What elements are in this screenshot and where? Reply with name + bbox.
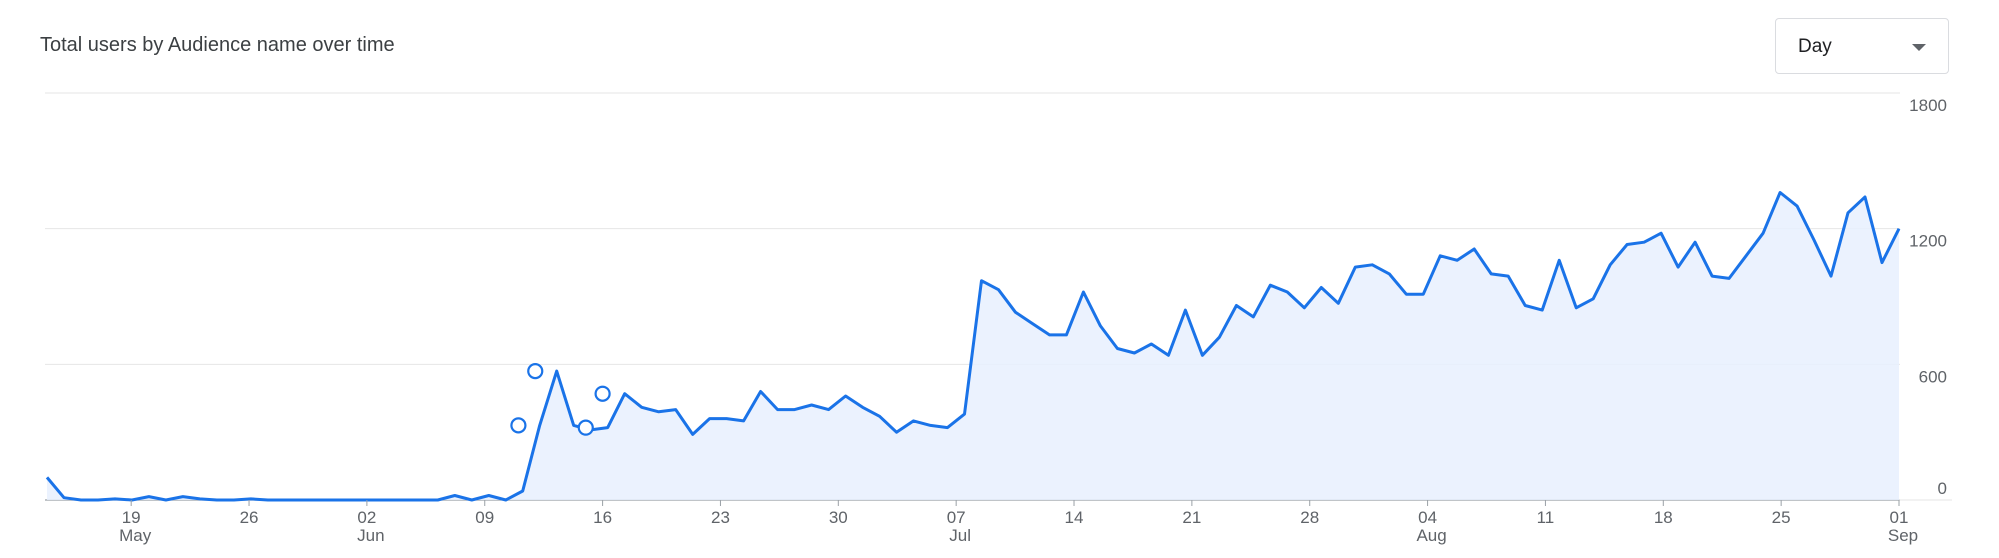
x-tick-label: 04: [1418, 508, 1437, 527]
y-tick-label: 0: [1938, 479, 1947, 498]
x-tick-label: 01: [1890, 508, 1909, 527]
x-tick-month-label: May: [119, 526, 152, 545]
data-point-marker: [594, 385, 611, 402]
x-tick-label: 11: [1537, 508, 1555, 527]
x-tick-label: 25: [1772, 508, 1791, 527]
x-tick-label: 02: [357, 508, 376, 527]
data-point-marker: [510, 417, 527, 434]
series-line: [45, 191, 1901, 502]
x-tick-label: 21: [1182, 508, 1201, 527]
period-dropdown[interactable]: Day: [1775, 18, 1949, 74]
x-tick-label: 07: [947, 508, 966, 527]
x-tick-label: 19: [122, 508, 141, 527]
point-markers: [510, 363, 611, 436]
y-tick-label: 1800: [1909, 96, 1947, 115]
x-tick-month-label: Jun: [357, 526, 384, 545]
x-tick-label: 18: [1654, 508, 1673, 527]
chevron-down-icon: [1912, 44, 1926, 51]
x-tick-label: 30: [829, 508, 848, 527]
area-fill: [47, 192, 1899, 500]
y-axis: 0 600 1200 1800: [1909, 96, 1947, 498]
x-tick-label: 26: [240, 508, 259, 527]
x-tick-label: 16: [593, 508, 612, 527]
y-tick-label: 600: [1919, 367, 1947, 386]
chart-title: Total users by Audience name over time: [40, 34, 395, 56]
data-point-marker: [527, 363, 544, 380]
x-tick-month-label: Jul: [949, 526, 971, 545]
data-point-marker: [577, 419, 594, 436]
x-tick-month-label: Aug: [1416, 526, 1446, 545]
y-tick-label: 1200: [1909, 232, 1947, 251]
x-tick-label: 23: [711, 508, 730, 527]
x-tick-label: 28: [1300, 508, 1319, 527]
period-dropdown-value: Day: [1798, 36, 1832, 57]
x-tick-month-label: Sep: [1888, 526, 1918, 545]
x-tick-label: 09: [475, 508, 494, 527]
x-tick-label: 14: [1065, 508, 1084, 527]
